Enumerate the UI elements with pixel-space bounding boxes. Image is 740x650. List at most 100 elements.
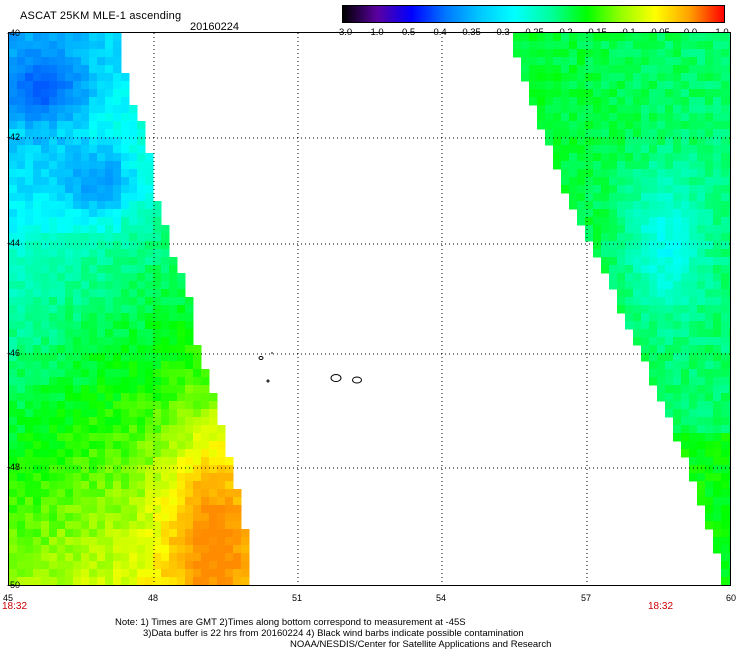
data-cell (33, 177, 42, 186)
data-cell (25, 353, 34, 362)
data-cell (49, 185, 58, 194)
data-cell (641, 121, 650, 130)
data-cell (121, 137, 130, 146)
data-cell (113, 569, 122, 578)
data-cell (161, 409, 170, 418)
data-cell (89, 249, 98, 258)
data-cell (609, 257, 618, 266)
data-cell (713, 241, 722, 250)
data-cell (593, 177, 602, 186)
data-cell (713, 265, 722, 274)
data-cell (649, 329, 658, 338)
data-cell (153, 489, 162, 498)
data-cell (97, 329, 106, 338)
data-cell (9, 137, 18, 146)
data-cell (113, 193, 122, 202)
data-cell (57, 81, 66, 90)
data-cell (689, 49, 698, 58)
data-cell (553, 113, 562, 122)
data-cell (665, 233, 674, 242)
data-cell (73, 185, 82, 194)
data-cell (233, 529, 242, 538)
data-cell (177, 537, 186, 546)
data-cell (177, 529, 186, 538)
data-cell (209, 505, 218, 514)
data-cell (9, 313, 18, 322)
data-cell (25, 497, 34, 506)
data-cell (73, 537, 82, 546)
data-cell (121, 521, 130, 530)
data-cell (705, 225, 714, 234)
data-cell (657, 369, 666, 378)
data-cell (713, 41, 722, 50)
data-cell (545, 97, 554, 106)
data-cell (697, 441, 706, 450)
data-cell (137, 241, 146, 250)
data-cell (177, 481, 186, 490)
data-cell (65, 145, 74, 154)
data-cell (161, 329, 170, 338)
data-cell (121, 129, 130, 138)
data-cell (97, 73, 106, 82)
data-cell (673, 281, 682, 290)
data-cell (697, 393, 706, 402)
data-cell (705, 345, 714, 354)
data-cell (161, 313, 170, 322)
data-cell (617, 89, 626, 98)
data-cell (193, 361, 202, 370)
data-cell (57, 481, 66, 490)
data-cell (129, 545, 138, 554)
data-cell (153, 217, 162, 226)
data-cell (617, 145, 626, 154)
island-outline (258, 356, 264, 360)
data-cell (153, 505, 162, 514)
data-cell (65, 185, 74, 194)
data-cell (713, 537, 722, 546)
data-cell (689, 33, 698, 42)
data-cell (601, 137, 610, 146)
data-cell (129, 249, 138, 258)
data-cell (601, 121, 610, 130)
data-cell (41, 177, 50, 186)
data-cell (641, 105, 650, 114)
data-cell (169, 449, 178, 458)
data-cell (657, 105, 666, 114)
data-cell (529, 73, 538, 82)
data-cell (729, 481, 730, 490)
data-cell (225, 465, 234, 474)
data-cell (25, 385, 34, 394)
data-cell (121, 337, 130, 346)
data-cell (129, 449, 138, 458)
data-cell (9, 241, 18, 250)
data-cell (113, 385, 122, 394)
data-cell (657, 233, 666, 242)
data-cell (705, 385, 714, 394)
data-cell (641, 97, 650, 106)
data-cell (721, 185, 730, 194)
data-cell (633, 305, 642, 314)
data-cell (729, 57, 730, 66)
data-cell (617, 81, 626, 90)
data-cell (81, 177, 90, 186)
data-cell (721, 553, 730, 562)
data-cell (193, 369, 202, 378)
data-cell (665, 185, 674, 194)
data-cell (73, 369, 82, 378)
data-cell (673, 273, 682, 282)
data-cell (177, 577, 186, 585)
data-cell (201, 449, 210, 458)
data-cell (129, 281, 138, 290)
data-cell (665, 97, 674, 106)
data-cell (81, 97, 90, 106)
data-cell (25, 361, 34, 370)
data-cell (169, 425, 178, 434)
data-cell (729, 257, 730, 266)
data-cell (97, 417, 106, 426)
data-cell (705, 353, 714, 362)
data-cell (129, 233, 138, 242)
data-cell (113, 41, 122, 50)
data-cell (89, 513, 98, 522)
data-cell (689, 81, 698, 90)
data-cell (137, 473, 146, 482)
data-cell (697, 273, 706, 282)
